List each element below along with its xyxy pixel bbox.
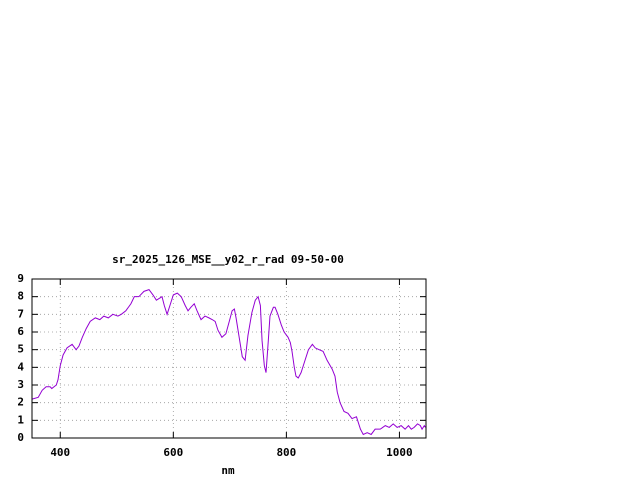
y-tick-label: 3 <box>17 378 24 391</box>
plot-frame <box>31 278 427 439</box>
x-tick-label: 600 <box>163 446 183 459</box>
y-tick-label: 2 <box>17 396 24 409</box>
y-tick-label: 0 <box>17 431 24 444</box>
x-tick-label: 400 <box>50 446 70 459</box>
chart-title: sr_2025_126_MSE__y02_r_rad 09-50-00 <box>112 253 344 266</box>
y-tick-label: 5 <box>17 343 24 356</box>
x-axis-label: nm <box>221 464 235 477</box>
y-tick-label: 4 <box>17 360 24 373</box>
x-tick-label: 800 <box>276 446 296 459</box>
data-line <box>31 289 426 436</box>
y-tick-label: 8 <box>17 290 24 303</box>
x-tick-label: 1000 <box>386 446 413 459</box>
y-tick-label: 9 <box>17 272 24 285</box>
y-tick-label: 1 <box>17 413 24 426</box>
y-tick-label: 6 <box>17 325 24 338</box>
y-tick-label: 7 <box>17 307 24 320</box>
